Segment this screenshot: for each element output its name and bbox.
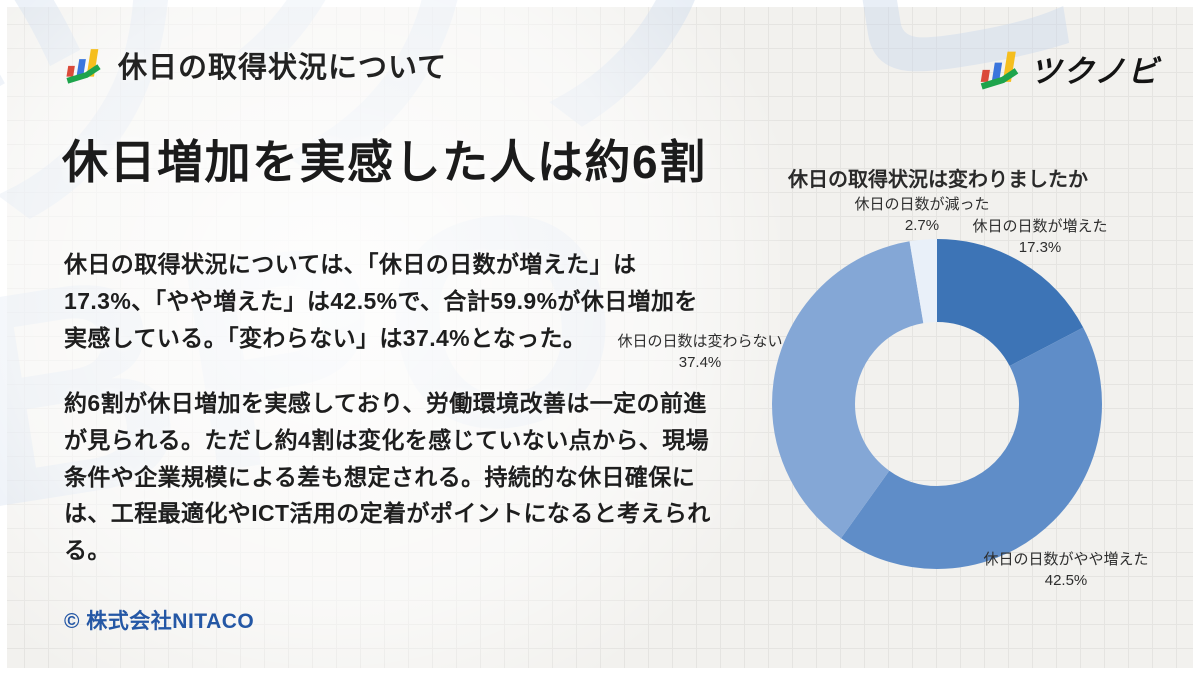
copyright-notice: © 株式会社NITACO (64, 610, 255, 633)
donut-chart-svg (772, 239, 1102, 569)
donut-chart (772, 239, 1102, 569)
brand-logo: ツクノビ (978, 46, 1160, 91)
brand-logo-icon (980, 51, 1019, 89)
slice-label-pct: 17.3% (1018, 239, 1062, 256)
slice-label-pct: 37.4% (678, 354, 722, 371)
chart-title: 休日の取得状況は変わりましたか (788, 169, 1088, 191)
analysis-paragraph: 約6割が休日増加を実感しており、労働環境改善は一定の前進 が見られる。ただし約4… (64, 390, 711, 564)
slice-label-increased: 休日の日数が増えた 17.3% (972, 216, 1107, 258)
section-title: 休日の取得状況について (118, 52, 448, 84)
slice-label-text: 休日の日数が減った (854, 196, 990, 213)
section-header: 休日の取得状況について (64, 44, 447, 86)
donut-slice (772, 239, 1102, 569)
slice-label-text: 休日の日数がやや増えた (983, 551, 1149, 568)
slice-label-decreased: 休日の日数が減った 2.7% (854, 194, 989, 236)
brand-logo-text: ツクノビ (1029, 54, 1160, 89)
slice-label-pct: 2.7% (904, 217, 940, 234)
summary-paragraph: 休日の取得状況については、「休日の日数が増えた」は 17.3%、「やや増えた」は… (64, 251, 698, 351)
donut-slice (772, 239, 1102, 569)
slice-label-unchanged: 休日の日数は変わらない 37.4% (617, 331, 782, 373)
slice-label-somewhat-increased: 休日の日数がやや増えた 42.5% (983, 549, 1148, 591)
page-title: 休日増加を実感した人は約6割 (62, 136, 707, 188)
slice-label-pct: 42.5% (1044, 572, 1088, 589)
bar-chart-logo-icon (66, 49, 101, 84)
donut-slice (772, 239, 1102, 569)
slice-label-text: 休日の日数は変わらない (617, 333, 783, 350)
slice-label-text: 休日の日数が増えた (972, 218, 1108, 235)
